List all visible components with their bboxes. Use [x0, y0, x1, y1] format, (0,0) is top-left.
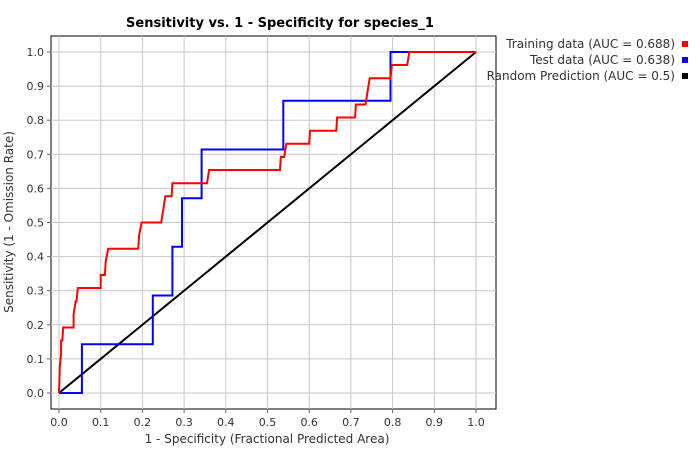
legend-label: Training data (AUC = 0.688): [505, 37, 675, 51]
y-tick-label: 0.3: [27, 285, 45, 298]
legend-label: Test data (AUC = 0.638): [529, 53, 675, 67]
grid-lines: [51, 36, 496, 409]
y-tick-label: 0.7: [27, 148, 45, 161]
y-axis-title: Sensitivity (1 - Omission Rate): [2, 131, 16, 313]
legend-swatch: [682, 41, 688, 47]
x-tick-label: 0.5: [259, 416, 277, 429]
training-data-line: [58, 51, 476, 394]
y-tick-label: 0.4: [27, 251, 45, 264]
x-axis-title: 1 - Specificity (Fractional Predicted Ar…: [145, 432, 390, 446]
x-tick-label: 0.2: [134, 416, 152, 429]
y-tick-label: 0.8: [27, 114, 45, 127]
y-tick-label: 0.1: [27, 353, 45, 366]
chart-title: Sensitivity vs. 1 - Specificity for spec…: [126, 16, 434, 31]
y-tick-label: 0.5: [27, 217, 45, 230]
x-tick-label: 0.3: [175, 416, 193, 429]
test-data-line: [59, 51, 476, 394]
x-tick-label: 0.6: [300, 416, 318, 429]
legend: Training data (AUC = 0.688) Test data (AU…: [487, 37, 688, 83]
x-tick-label: 0.7: [342, 416, 360, 429]
x-tick-label: 0.1: [92, 416, 110, 429]
y-tick-label: 1.0: [27, 46, 45, 59]
legend-label: Random Prediction (AUC = 0.5): [487, 69, 675, 83]
x-tick-label: 0.4: [217, 416, 235, 429]
y-tick-label: 0.6: [27, 182, 45, 195]
series-lines: [58, 51, 477, 394]
y-tick-label: 0.2: [27, 319, 45, 332]
x-tick-label: 0.0: [50, 416, 68, 429]
x-tick-label: 0.8: [384, 416, 402, 429]
legend-swatch: [682, 73, 688, 79]
y-tick-label: 0.9: [27, 80, 45, 93]
random-prediction-line: [58, 51, 477, 394]
legend-swatch: [682, 57, 688, 63]
y-tick-label: 0.0: [27, 387, 45, 400]
x-tick-label: 0.9: [426, 416, 444, 429]
x-tick-label: 1.0: [467, 416, 485, 429]
axis-ticks: 0.0 0.1 0.2 0.3 0.4 0.5 0.6 0.7 0.8 0.9 1.0 0.0 0.1 0…: [27, 46, 485, 429]
